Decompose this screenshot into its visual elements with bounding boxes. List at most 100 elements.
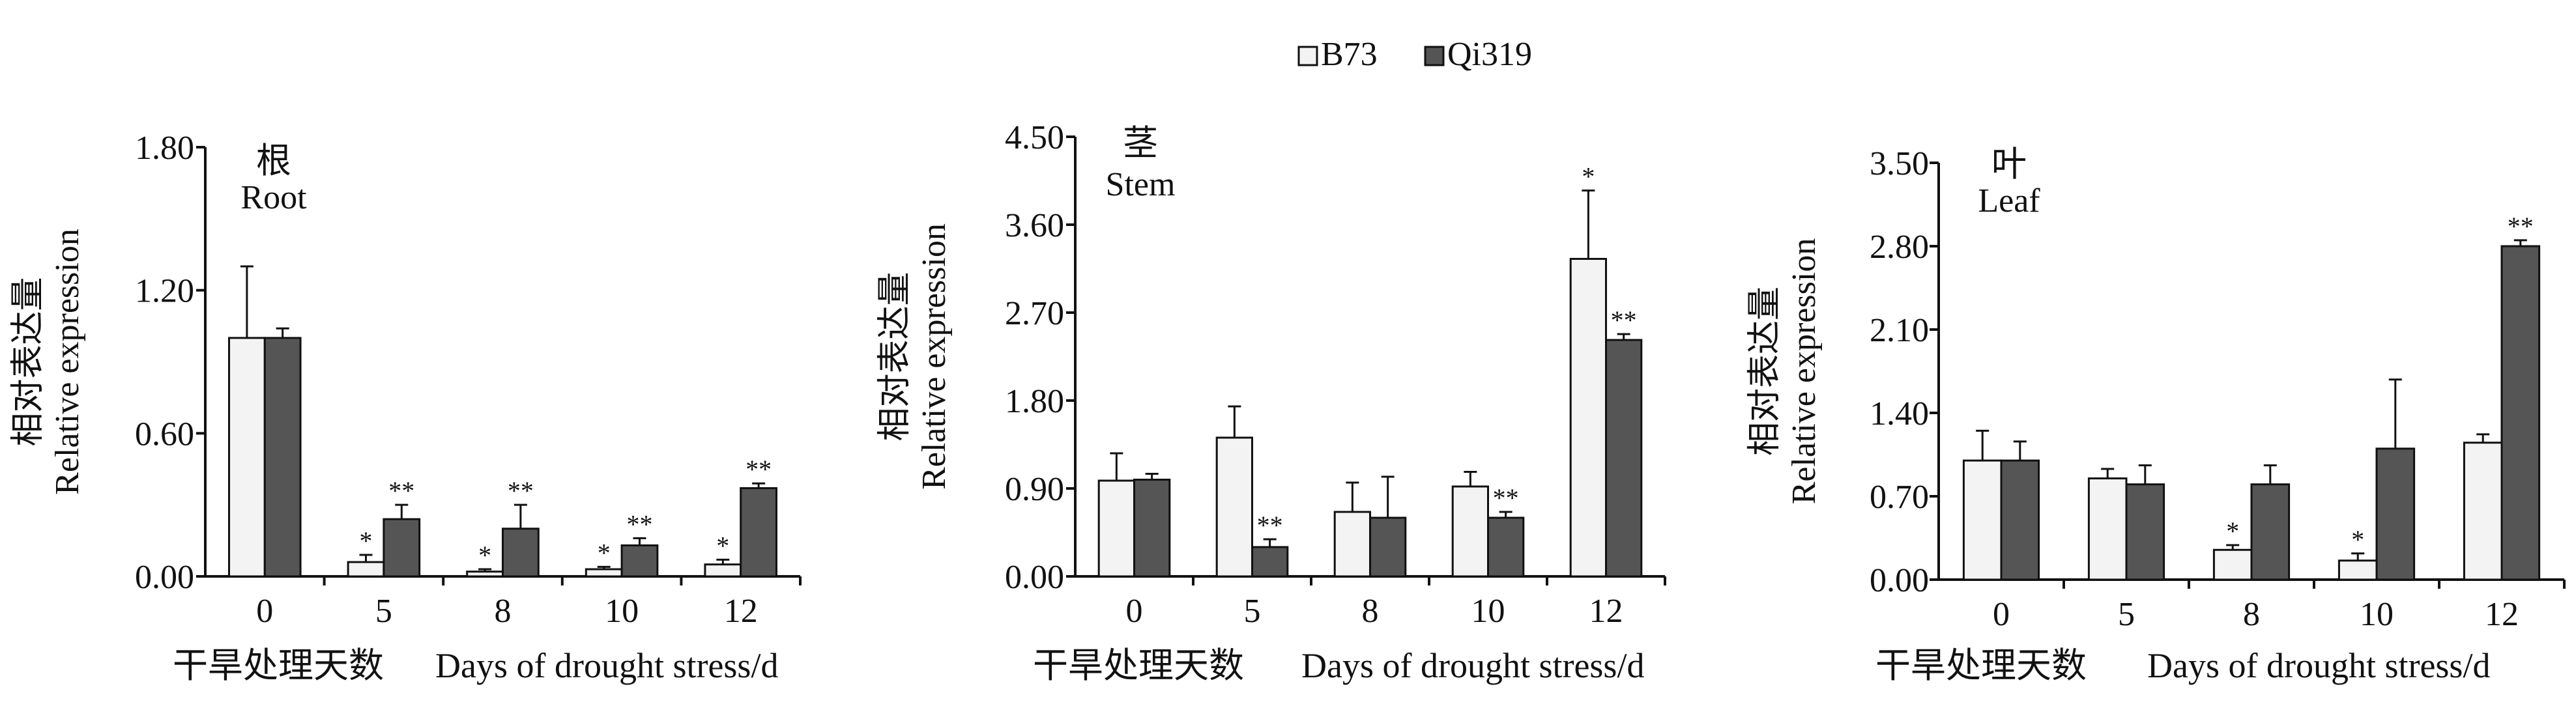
significance-label-qi319: **: [388, 476, 414, 505]
chart-panel-stem: 0.000.901.802.703.604.500 5**8 10**12***茎S…: [876, 119, 1666, 685]
bar-qi319: [1369, 516, 1407, 578]
x-tick-label: 10: [2360, 596, 2394, 633]
panel-title-en: Stem: [1106, 166, 1176, 203]
bar-b73: [466, 571, 504, 578]
bar-b73: [1097, 479, 1135, 578]
significance-label-qi319: **: [1257, 511, 1283, 540]
x-tick-label: 0: [1993, 596, 2010, 633]
charts-area: 0.000.601.201.800 5***8***10***12***根Root…: [10, 119, 2566, 685]
significance-label-qi319: **: [626, 509, 652, 539]
bar-b73: [1451, 485, 1489, 578]
bar-b73: [2212, 548, 2253, 581]
panel-title-cn: 茎: [1123, 124, 1158, 163]
bar-b73: [2463, 442, 2503, 581]
x-tick-label: 5: [375, 593, 392, 630]
bar-qi319: [2250, 483, 2291, 581]
x-tick-label: 10: [605, 593, 639, 630]
x-axis-label-en: Days of drought stress/d: [435, 646, 778, 685]
legend-label-qi319: Qi319: [1447, 36, 1532, 73]
panel-title-en: Leaf: [1978, 182, 2040, 219]
x-tick-label: 5: [2118, 596, 2135, 633]
y-tick-label: 0.60: [135, 416, 194, 453]
bar-b73: [1962, 459, 2003, 581]
bar-qi319: [502, 528, 540, 578]
x-tick-label: 12: [1589, 593, 1623, 630]
significance-label-b73: *: [2351, 525, 2364, 554]
bar-qi319: [2000, 459, 2040, 581]
significance-label-qi319: **: [1493, 483, 1519, 513]
significance-label-b73: *: [478, 541, 491, 570]
y-axis-label-cn: 相对表达量: [876, 272, 914, 441]
x-axis-label-en: Days of drought stress/d: [2147, 646, 2490, 685]
bar-qi319: [1251, 546, 1289, 578]
significance-label-b73: *: [2226, 516, 2239, 546]
significance-label-b73: *: [598, 538, 611, 567]
significance-label-qi319: **: [508, 476, 534, 505]
y-tick-label: 2.10: [1870, 312, 1929, 349]
y-tick-label: 0.70: [1870, 479, 1929, 516]
significance-label-b73: *: [1582, 162, 1595, 191]
y-tick-label: 0.00: [1870, 562, 1929, 599]
x-tick-label: 8: [495, 593, 512, 630]
y-tick-label: 0.90: [1005, 471, 1064, 508]
y-tick-label: 0.00: [135, 559, 194, 596]
x-tick-label: 8: [1362, 593, 1379, 630]
bar-qi319: [1133, 479, 1171, 578]
y-tick-label: 4.50: [1005, 119, 1064, 156]
bar-b73: [347, 561, 385, 578]
y-tick-label: 3.60: [1005, 207, 1064, 244]
y-tick-label: 2.70: [1005, 295, 1064, 332]
panel-title-cn: 叶: [1991, 145, 2027, 184]
bar-qi319: [2375, 447, 2416, 581]
legend-swatch-qi319: [1424, 46, 1445, 66]
x-tick-label: 12: [724, 593, 758, 630]
bar-b73: [2337, 559, 2378, 581]
y-tick-label: 1.40: [1870, 395, 1929, 432]
legend-label-b73: B73: [1321, 36, 1378, 73]
x-tick-label: 12: [2485, 596, 2519, 633]
bar-b73: [585, 568, 623, 578]
y-axis-label-en: Relative expression: [916, 223, 953, 490]
y-tick-label: 1.80: [1005, 383, 1064, 420]
significance-label-qi319: **: [745, 455, 772, 484]
significance-label-qi319: **: [2508, 212, 2534, 241]
legend: B73 Qi319: [1297, 36, 1532, 73]
bar-qi319: [263, 337, 302, 578]
x-tick-label: 10: [1471, 593, 1505, 630]
bar-qi319: [1487, 516, 1525, 578]
significance-label-b73: *: [360, 526, 373, 556]
y-tick-label: 2.80: [1870, 229, 1929, 266]
significance-label-qi319: **: [1611, 305, 1637, 335]
bar-b73: [1333, 511, 1371, 578]
x-axis-label-cn: 干旱处理天数: [1875, 646, 2087, 685]
bar-qi319: [2500, 245, 2541, 581]
x-axis-label-cn: 干旱处理天数: [173, 646, 384, 685]
bar-qi319: [740, 487, 777, 578]
bar-b73: [1569, 258, 1607, 578]
significance-label-b73: *: [716, 531, 729, 560]
panel-title-cn: 根: [256, 141, 291, 180]
x-tick-label: 0: [1126, 593, 1143, 630]
y-axis-label-en: Relative expression: [49, 229, 86, 495]
x-axis-label-en: Days of drought stress/d: [1301, 646, 1644, 685]
panel-title-en: Root: [240, 179, 307, 216]
bar-qi319: [383, 518, 421, 578]
x-tick-label: 8: [2243, 596, 2260, 633]
y-axis-label-cn: 相对表达量: [10, 277, 47, 446]
y-tick-label: 0.00: [1005, 559, 1064, 596]
bar-b73: [704, 563, 742, 578]
bar-b73: [2087, 477, 2128, 581]
chart-panel-root: 0.000.601.201.800 5***8***10***12***根Root…: [10, 130, 802, 685]
x-axis-label-cn: 干旱处理天数: [1033, 646, 1244, 685]
y-axis-label-cn: 相对表达量: [1746, 287, 1784, 456]
x-tick-label: 5: [1244, 593, 1261, 630]
y-tick-label: 3.50: [1870, 145, 1929, 182]
y-tick-label: 1.80: [135, 130, 194, 167]
bar-b73: [1215, 436, 1253, 578]
bar-qi319: [1605, 339, 1643, 578]
bar-b73: [228, 337, 266, 578]
y-tick-label: 1.20: [135, 273, 194, 310]
bar-qi319: [2125, 483, 2165, 581]
x-tick-label: 0: [256, 593, 273, 630]
